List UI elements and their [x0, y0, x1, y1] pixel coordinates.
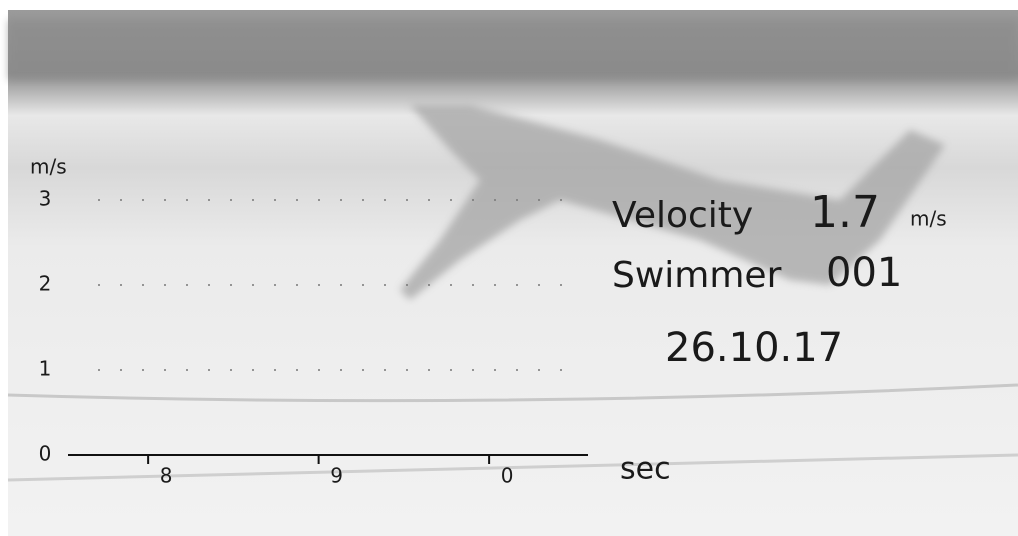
date: 26.10.17 — [665, 325, 843, 371]
y-tick-label: 0 — [39, 442, 52, 466]
velocity-label: Velocity — [612, 195, 753, 236]
page: {"chart_data": { "type": "line", "ylabel… — [0, 0, 1018, 536]
x-tick-label: 0 — [501, 464, 514, 488]
y-tick-label: 1 — [39, 357, 52, 381]
swimmer-label: Swimmer — [612, 255, 782, 296]
x-tick-label: 8 — [160, 464, 173, 488]
chart: m/s sec Velocity 1.7 m/s Swimmer 001 26.… — [0, 0, 1018, 536]
y-tick-label: 2 — [39, 272, 52, 296]
velocity-value: 1.7 — [810, 187, 880, 238]
swimmer-id: 001 — [826, 250, 902, 296]
y-tick-label: 3 — [39, 187, 52, 211]
velocity-unit: m/s — [910, 207, 947, 231]
x-axis-label: sec — [620, 452, 671, 487]
y-axis-label: m/s — [30, 155, 67, 179]
x-tick-label: 9 — [330, 464, 343, 488]
